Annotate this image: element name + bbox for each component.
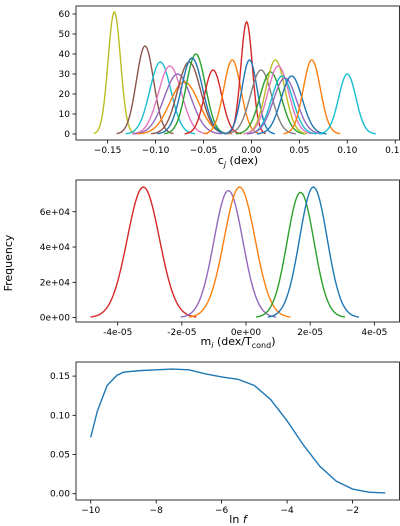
cj-xlabel: cj (dex) (218, 154, 258, 169)
mi-ytick-label-0: 0e+00 (40, 314, 71, 324)
cj-series-line-19 (256, 75, 327, 135)
cj-series-line-16 (243, 65, 314, 135)
cj-ytick-label-3: 30 (59, 70, 71, 80)
mi-series-line-4 (267, 186, 360, 318)
lnf-ytick-label-2: 0.10 (50, 411, 70, 421)
cj-series-line-4 (133, 73, 222, 135)
cj-xtick-label-4: 0.05 (289, 146, 309, 156)
cj-ytick-label-2: 20 (59, 90, 71, 100)
cj-chart: −0.15 −0.10 −0.05 0.00 0.05 0.10 0.15 0 10 20 30 40… (59, 5, 400, 156)
lnf-xtick-label-0: −10 (81, 506, 100, 516)
lnf-ytick-label-0: 0.00 (50, 490, 70, 500)
cj-xtick-label-6: 0.15 (385, 146, 400, 156)
cj-series-line-0 (93, 11, 136, 135)
mi-xtick-label-2: 0e+00 (231, 328, 262, 338)
mi-chart: -4e-05 -2e-05 0e+00 2e-05 4e-05 0e+00 2e+04 4e+… (40, 179, 400, 338)
mi-ytick-label-1: 2e+04 (40, 278, 71, 288)
lnf-xtick-label-4: −2 (346, 506, 359, 516)
cj-ytick-label-6: 60 (59, 10, 71, 20)
mi-xtick-label-3: 2e-05 (297, 328, 323, 338)
cj-ytick-label-0: 0 (64, 130, 70, 140)
cj-series-line-13 (226, 69, 296, 135)
lnf-xtick-label-2: −6 (215, 506, 229, 516)
cj-series-line-2 (125, 61, 196, 135)
cj-series-line-14 (235, 71, 306, 135)
mi-series-line-1 (180, 189, 277, 318)
lnf-xtick-label-3: −4 (280, 506, 294, 516)
cj-xtick-label-1: −0.10 (142, 146, 170, 156)
cj-xtick-label-2: −0.05 (190, 146, 218, 156)
cj-xtick-label-5: 0.10 (337, 146, 357, 156)
cj-series-line-3 (131, 65, 208, 135)
cj-xtick-label-3: 0.00 (241, 146, 261, 156)
cj-series-line-8 (157, 57, 227, 135)
cj-series-line-18 (246, 77, 323, 135)
cj-ytick-label-4: 40 (59, 50, 71, 60)
shared-ylabel: Frequency (2, 234, 15, 291)
lnf-ytick-label-1: 0.05 (50, 451, 70, 461)
cj-series-line-20 (283, 59, 341, 135)
mi-series-line-2 (188, 186, 291, 318)
cj-series-line-10 (203, 59, 261, 135)
lnf-xlabel: ln f (229, 513, 249, 526)
cj-series-line-1 (116, 45, 174, 135)
cj-series-line-7 (164, 53, 228, 135)
lnf-xtick-label-1: −8 (150, 506, 164, 516)
lnf-ytick-label-3: 0.15 (50, 372, 70, 382)
mi-series-line-0 (90, 186, 197, 318)
cj-ytick-label-5: 50 (59, 30, 71, 40)
cj-ytick-label-1: 10 (59, 110, 71, 120)
mi-series-line-3 (255, 191, 346, 318)
lnf-series-line-0 (90, 368, 386, 494)
cj-series-line-21 (318, 73, 376, 135)
mi-ytick-label-3: 6e+04 (40, 208, 71, 218)
mi-ytick-label-2: 4e+04 (40, 243, 71, 253)
mi-xtick-label-0: -4e-05 (103, 328, 132, 338)
cj-series-line-15 (243, 59, 308, 135)
lnf-chart: −10 −8 −6 −4 −2 0.00 0.05 0.10 0.15 (50, 361, 400, 516)
cj-xtick-label-0: −0.15 (94, 146, 122, 156)
lnf-plot-frame (75, 361, 400, 501)
mi-xtick-label-1: -2e-05 (167, 328, 196, 338)
mi-xlabel: mi (dex/Tcond) (201, 335, 276, 350)
cj-series-line-12 (224, 59, 275, 135)
mi-xtick-label-4: 4e-05 (361, 328, 387, 338)
